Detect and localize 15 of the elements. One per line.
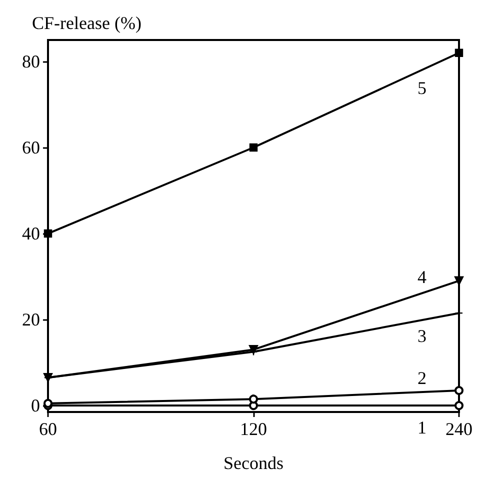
series-label: 1 bbox=[418, 418, 427, 438]
x-axis-title: Seconds bbox=[224, 453, 284, 473]
series-label: 3 bbox=[418, 326, 427, 346]
y-tick-label: 20 bbox=[22, 310, 40, 330]
x-tick-label: 240 bbox=[446, 419, 472, 439]
x-tick-label: 60 bbox=[39, 419, 57, 439]
y-tick-label: 40 bbox=[22, 224, 40, 244]
y-tick-label: 0 bbox=[31, 396, 40, 416]
series-label: 2 bbox=[418, 368, 427, 388]
series-label: 4 bbox=[418, 267, 427, 288]
y-tick-label: 60 bbox=[22, 138, 40, 158]
y-tick-label: 80 bbox=[22, 52, 40, 72]
x-tick-label: 120 bbox=[240, 419, 267, 439]
y-axis-title: CF-release (%) bbox=[32, 13, 142, 33]
series-label: 5 bbox=[418, 78, 427, 98]
